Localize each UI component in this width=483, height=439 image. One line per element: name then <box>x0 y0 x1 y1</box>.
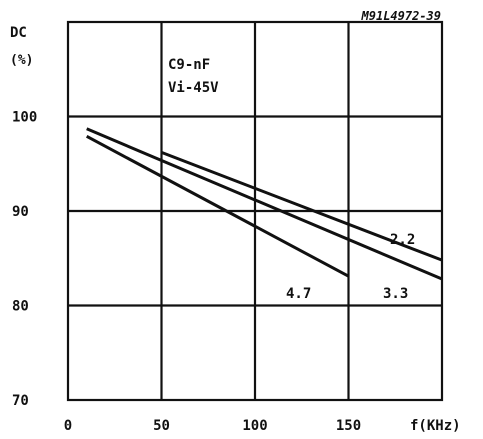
x-tick-label: 0 <box>64 418 72 434</box>
y-axis-label: DC <box>10 25 27 41</box>
y-tick-label: 100 <box>12 110 37 126</box>
series-label-2-2: 2.2 <box>390 232 415 248</box>
x-tick-label: 100 <box>242 418 267 434</box>
series-line-2-2 <box>160 151 443 262</box>
y-tick-label: 70 <box>12 393 29 409</box>
y-axis-unit: (%) <box>10 53 33 68</box>
x-axis-label: f(KHz) <box>410 418 461 434</box>
x-tick-label: 50 <box>153 418 170 434</box>
x-tick-label: 150 <box>336 418 361 434</box>
series-label-3-3: 3.3 <box>383 286 408 302</box>
figure-code: M91L4972-39 <box>361 9 441 23</box>
series-group <box>85 127 443 281</box>
series-line-3-3 <box>86 127 443 281</box>
condition-voltage: Vi-45V <box>168 80 219 96</box>
labels-group: 0 50 100 150 70 80 90 100 2.2 3.3 4.7 <box>12 110 415 435</box>
grid <box>68 22 442 400</box>
series-line-4-7 <box>85 135 350 278</box>
plot-frame <box>66 20 444 402</box>
y-tick-label: 80 <box>12 299 29 315</box>
series-label-4-7: 4.7 <box>286 286 311 302</box>
condition-capacitance: C9-nF <box>168 57 210 73</box>
y-tick-label: 90 <box>12 204 29 220</box>
